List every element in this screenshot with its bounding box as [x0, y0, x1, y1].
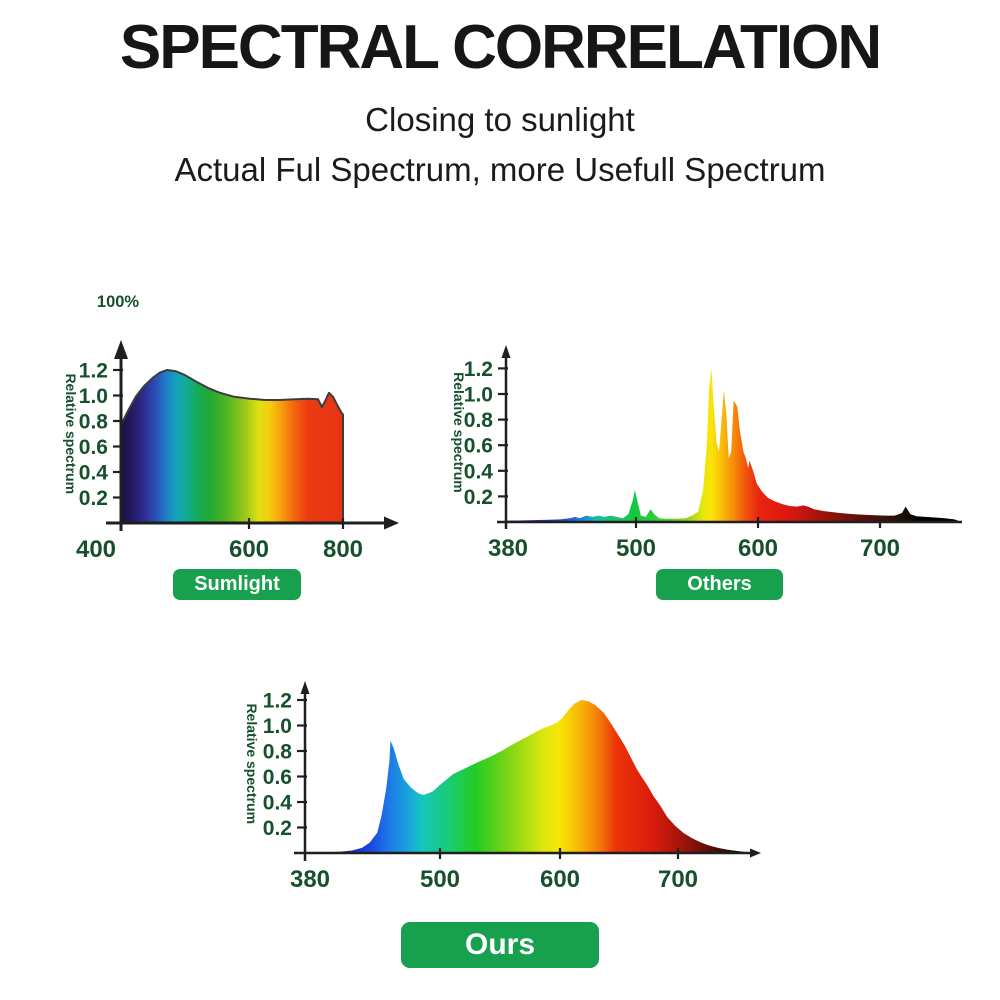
y-tick-label: 0.8 — [79, 411, 109, 434]
x-tick-label: 500 — [616, 535, 656, 562]
y-tick-label: 1.2 — [263, 690, 292, 713]
y-tick-label: 1.0 — [464, 384, 493, 407]
ours-y-axis-title: Relative spectrum — [244, 703, 260, 824]
y-tick-label: 0.4 — [464, 460, 494, 483]
y-tick-label: 0.8 — [464, 409, 494, 432]
hundred-percent-label: 100% — [97, 293, 140, 311]
x-tick-label: 600 — [738, 535, 778, 562]
ours-spectrum-area — [310, 700, 748, 853]
x-tick-label: 400 — [76, 536, 116, 563]
y-tick-label: 0.8 — [263, 741, 293, 764]
ours-spectrum-chart: 1.21.0 0.80.6 0.40.2 380 500 600 700 Relative s… — [244, 681, 761, 893]
y-tick-label: 1.0 — [79, 385, 108, 408]
y-axis-arrow-icon — [114, 340, 128, 359]
y-axis-arrow-icon — [501, 345, 511, 358]
y-tick-label: 0.6 — [79, 436, 108, 459]
x-axis-arrow-icon — [384, 516, 399, 530]
x-axis-arrow-icon — [750, 848, 761, 858]
x-tick-label: 700 — [658, 866, 698, 893]
y-tick-label: 0.4 — [79, 462, 109, 485]
others-spectrum-area — [506, 368, 959, 522]
sunlight-spectrum-outline — [120, 369, 344, 523]
x-tick-label: 500 — [420, 866, 460, 893]
y-tick-label: 0.2 — [464, 486, 493, 509]
y-tick-label: 0.2 — [263, 817, 292, 840]
y-axis-arrow-icon — [300, 681, 310, 694]
sunlight-spectrum-chart: 1.21.0 0.80.6 0.40.2 400 600 800 Relative spec… — [63, 293, 399, 563]
subtitle-line1: Closing to sunlight — [365, 101, 635, 138]
ours-badge-button[interactable]: Ours — [401, 922, 599, 968]
y-tick-label: 1.2 — [79, 360, 108, 383]
others-badge-button[interactable]: Others — [656, 569, 783, 600]
sunlight-spectrum-area — [121, 370, 343, 523]
x-tick-label: 380 — [290, 866, 330, 893]
y-tick-label: 0.4 — [263, 792, 293, 815]
others-y-axis-title: Relative spectrum — [451, 372, 467, 493]
sunlight-y-axis-title: Relative spectrum — [63, 373, 79, 494]
y-tick-label: 1.2 — [464, 358, 493, 381]
y-tick-label: 0.6 — [464, 435, 493, 458]
others-spectrum-chart: 1.2 1.00.8 0.60.4 0.2 380 500 600 700 Relative s… — [451, 345, 962, 562]
subtitle-line2: Actual Ful Spectrum, more Usefull Spectr… — [174, 151, 826, 188]
sunlight-badge-button[interactable]: Sumlight — [173, 569, 301, 600]
y-tick-label: 1.0 — [263, 715, 292, 738]
x-tick-label: 800 — [323, 536, 363, 563]
page-title: SPECTRAL CORRELATION — [119, 13, 882, 82]
x-tick-label: 380 — [488, 535, 528, 562]
x-tick-label: 600 — [229, 536, 269, 563]
x-tick-label: 600 — [540, 866, 580, 893]
y-tick-label: 0.6 — [263, 766, 292, 789]
x-tick-label: 700 — [860, 535, 900, 562]
y-tick-label: 0.2 — [79, 487, 108, 510]
